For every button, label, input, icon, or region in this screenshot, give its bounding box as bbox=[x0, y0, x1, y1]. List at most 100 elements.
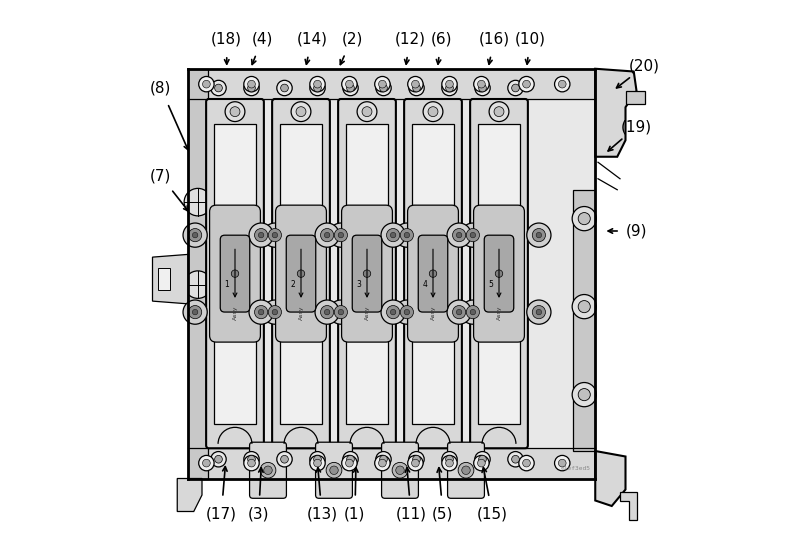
Circle shape bbox=[442, 452, 458, 467]
Circle shape bbox=[489, 102, 509, 122]
Circle shape bbox=[474, 76, 489, 92]
Circle shape bbox=[357, 102, 377, 122]
FancyBboxPatch shape bbox=[407, 205, 458, 342]
Circle shape bbox=[310, 452, 325, 467]
Text: (14): (14) bbox=[297, 31, 327, 46]
Circle shape bbox=[408, 76, 423, 92]
Circle shape bbox=[578, 388, 590, 401]
Circle shape bbox=[400, 229, 414, 242]
Circle shape bbox=[409, 452, 424, 467]
Text: Assy: Assy bbox=[233, 306, 238, 321]
Circle shape bbox=[189, 229, 202, 242]
Circle shape bbox=[376, 452, 391, 467]
Text: (19): (19) bbox=[621, 119, 652, 134]
Circle shape bbox=[315, 223, 339, 248]
FancyBboxPatch shape bbox=[206, 99, 264, 448]
Circle shape bbox=[189, 306, 202, 319]
Circle shape bbox=[248, 80, 255, 88]
Bar bbox=[412, 124, 454, 424]
Circle shape bbox=[512, 455, 519, 463]
Text: (15): (15) bbox=[477, 507, 508, 522]
Circle shape bbox=[315, 300, 339, 324]
Circle shape bbox=[447, 223, 471, 248]
Circle shape bbox=[381, 300, 406, 324]
FancyBboxPatch shape bbox=[404, 99, 462, 448]
Circle shape bbox=[281, 84, 288, 92]
FancyBboxPatch shape bbox=[342, 205, 393, 342]
Circle shape bbox=[475, 452, 490, 467]
Circle shape bbox=[446, 80, 454, 88]
Circle shape bbox=[202, 459, 210, 467]
Circle shape bbox=[554, 76, 570, 92]
Circle shape bbox=[413, 455, 420, 463]
Circle shape bbox=[329, 300, 353, 324]
Circle shape bbox=[244, 80, 259, 96]
Circle shape bbox=[310, 80, 325, 96]
Circle shape bbox=[411, 459, 419, 467]
Bar bbox=[188, 448, 595, 478]
Circle shape bbox=[572, 383, 596, 407]
FancyBboxPatch shape bbox=[338, 99, 396, 448]
Circle shape bbox=[508, 80, 523, 96]
Text: (5): (5) bbox=[432, 507, 454, 522]
Circle shape bbox=[346, 455, 354, 463]
Circle shape bbox=[374, 76, 390, 92]
Circle shape bbox=[321, 229, 334, 242]
Circle shape bbox=[298, 270, 305, 277]
Circle shape bbox=[231, 270, 238, 277]
Circle shape bbox=[447, 300, 471, 324]
Bar bbox=[158, 268, 170, 290]
Circle shape bbox=[346, 459, 354, 467]
FancyBboxPatch shape bbox=[272, 99, 330, 448]
Circle shape bbox=[211, 80, 226, 96]
Circle shape bbox=[260, 463, 276, 478]
Circle shape bbox=[430, 270, 437, 277]
Circle shape bbox=[572, 207, 596, 231]
Bar bbox=[188, 69, 595, 478]
Circle shape bbox=[249, 300, 274, 324]
FancyBboxPatch shape bbox=[382, 442, 418, 498]
Circle shape bbox=[494, 107, 504, 117]
Circle shape bbox=[453, 229, 466, 242]
Circle shape bbox=[409, 80, 424, 96]
Circle shape bbox=[478, 80, 486, 88]
Text: Assy: Assy bbox=[298, 306, 303, 321]
Text: (16): (16) bbox=[479, 31, 510, 46]
Circle shape bbox=[330, 466, 338, 475]
Circle shape bbox=[554, 455, 570, 471]
FancyBboxPatch shape bbox=[275, 205, 326, 342]
Circle shape bbox=[374, 455, 390, 471]
Circle shape bbox=[211, 452, 226, 467]
Circle shape bbox=[392, 463, 408, 478]
Text: (11): (11) bbox=[395, 507, 426, 522]
Circle shape bbox=[184, 188, 212, 216]
Circle shape bbox=[225, 102, 245, 122]
Circle shape bbox=[277, 80, 292, 96]
Circle shape bbox=[324, 232, 330, 238]
Polygon shape bbox=[153, 254, 188, 304]
Circle shape bbox=[198, 76, 214, 92]
FancyBboxPatch shape bbox=[315, 442, 353, 498]
Circle shape bbox=[512, 84, 519, 92]
Circle shape bbox=[572, 295, 596, 319]
Text: (3): (3) bbox=[248, 507, 270, 522]
Text: 1: 1 bbox=[224, 280, 229, 289]
Circle shape bbox=[390, 232, 396, 238]
Circle shape bbox=[446, 84, 454, 92]
Circle shape bbox=[461, 223, 485, 248]
Circle shape bbox=[446, 455, 454, 463]
Circle shape bbox=[321, 306, 334, 319]
Text: 2: 2 bbox=[290, 280, 295, 289]
Circle shape bbox=[202, 80, 210, 88]
Text: (9): (9) bbox=[626, 223, 647, 239]
Circle shape bbox=[404, 232, 410, 238]
Circle shape bbox=[526, 300, 551, 324]
Circle shape bbox=[362, 107, 372, 117]
FancyBboxPatch shape bbox=[352, 235, 382, 312]
Circle shape bbox=[281, 455, 288, 463]
Circle shape bbox=[466, 306, 479, 319]
Circle shape bbox=[329, 223, 353, 248]
Text: 3: 3 bbox=[356, 280, 361, 289]
Circle shape bbox=[381, 223, 406, 248]
Circle shape bbox=[411, 80, 419, 88]
